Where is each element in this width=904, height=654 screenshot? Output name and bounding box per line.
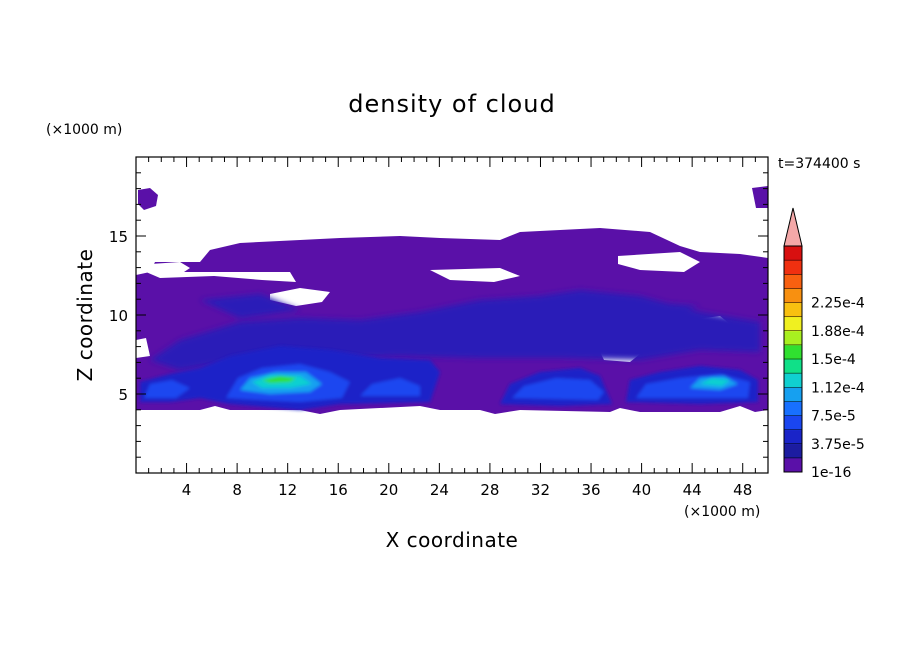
- colorbar-swatch: [784, 260, 802, 275]
- colorbar-label: 1.88e-4: [811, 324, 865, 340]
- colorbar-label: 2.25e-4: [811, 296, 865, 312]
- y-tick-label: 10: [109, 307, 128, 325]
- x-tick-label: 40: [632, 481, 651, 499]
- colorbar-swatch: [784, 302, 802, 318]
- colorbar-swatch: [784, 246, 802, 261]
- x-tick-label: 32: [531, 481, 550, 499]
- x-tick-label: 28: [480, 481, 499, 499]
- colorbar-extend-arrow: [783, 207, 803, 247]
- colorbar-swatch: [784, 316, 802, 332]
- chart-title: density of cloud: [348, 90, 555, 118]
- colorbar-swatch: [784, 429, 802, 445]
- colorbar: 1e-16 3.75e-5 7.5e-5 1.12e-4 1.5e-4 1.88e-4 2.…: [783, 207, 865, 481]
- colorbar-swatch: [784, 344, 802, 360]
- colorbar-label: 1.5e-4: [811, 352, 856, 368]
- colorbar-swatch: [784, 274, 802, 289]
- colorbar-swatch: [784, 457, 802, 473]
- x-tick-label: 24: [430, 481, 449, 499]
- cloud-layer-low: [140, 346, 758, 410]
- y-axis-label: Z coordinate: [73, 249, 97, 382]
- y-ticks: 5 10 15: [109, 172, 768, 458]
- y-tick-label: 15: [109, 228, 128, 246]
- x-axis-label: X coordinate: [386, 528, 519, 552]
- y-tick-label: 5: [118, 386, 128, 404]
- x-tick-label: 20: [379, 481, 398, 499]
- colorbar-swatch: [784, 359, 802, 374]
- colorbar-label: 7.5e-5: [811, 409, 856, 425]
- x-tick-label: 48: [733, 481, 752, 499]
- x-ticks: 4 8 12 16 20 24 28 32 36 40 44 48: [148, 157, 756, 499]
- x-tick-label: 16: [329, 481, 348, 499]
- x-tick-label: 12: [278, 481, 297, 499]
- colorbar-swatch: [784, 415, 802, 431]
- colorbar-swatch: [784, 387, 802, 402]
- colorbar-swatch: [784, 330, 802, 346]
- colorbar-label: 1e-16: [811, 465, 851, 481]
- colorbar-label: 1.12e-4: [811, 380, 865, 396]
- y-unit-label: (×1000 m): [46, 122, 122, 138]
- colorbar-swatch: [784, 373, 802, 388]
- colorbar-label: 3.75e-5: [811, 437, 865, 453]
- colorbar-swatch: [784, 401, 802, 416]
- cloud-field: [136, 186, 768, 414]
- colorbar-swatch: [784, 288, 802, 303]
- x-tick-label: 36: [581, 481, 600, 499]
- colorbar-swatch: [784, 443, 802, 459]
- x-unit-label: (×1000 m): [684, 504, 760, 520]
- x-tick-label: 8: [232, 481, 242, 499]
- x-tick-label: 4: [182, 481, 192, 499]
- x-tick-label: 44: [683, 481, 702, 499]
- time-label: t=374400 s: [778, 156, 860, 172]
